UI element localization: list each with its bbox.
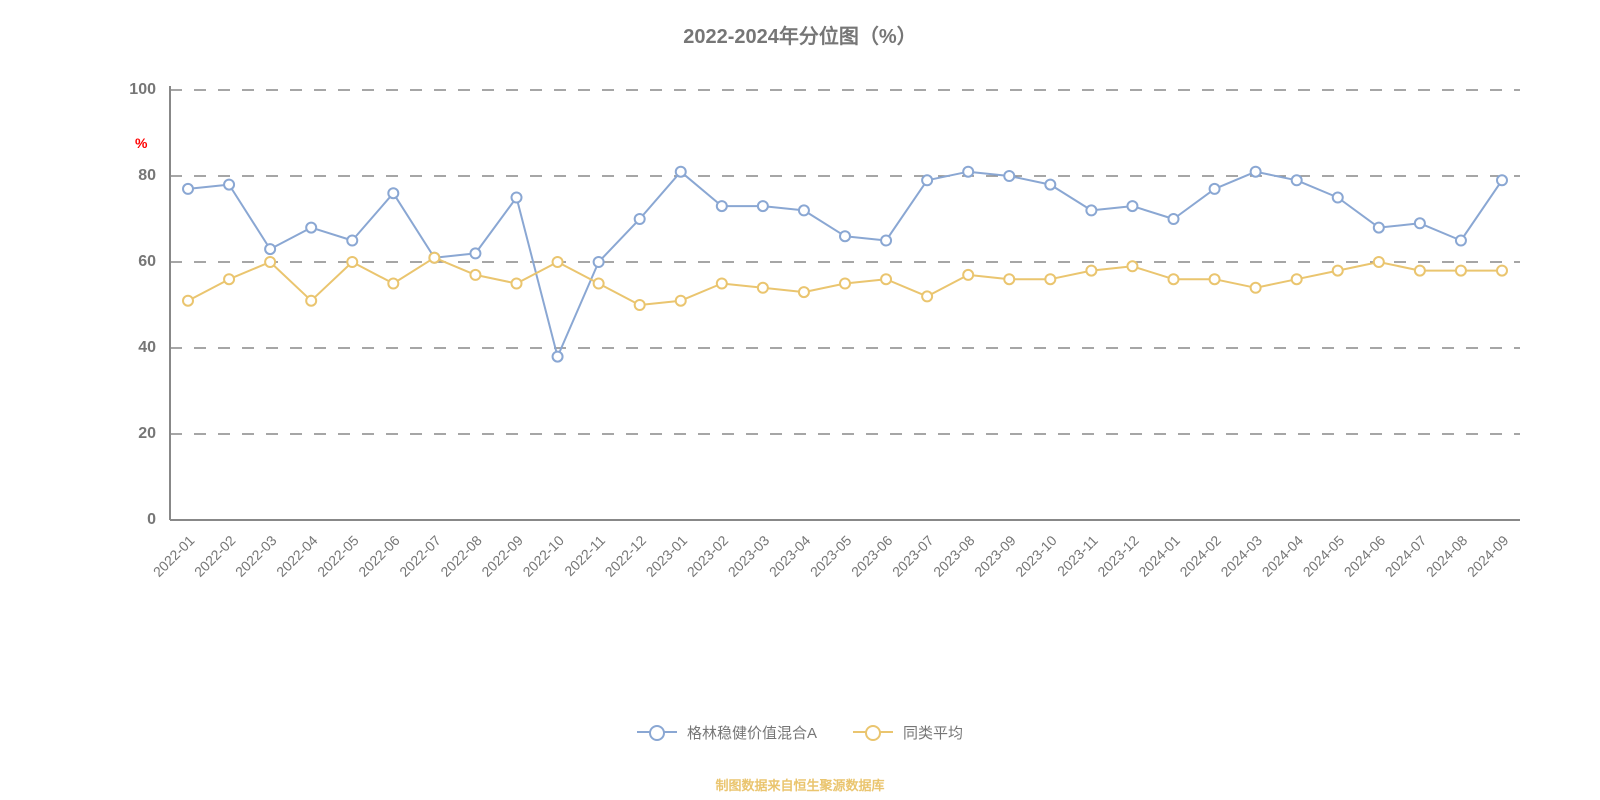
svg-text:0: 0 <box>147 511 156 528</box>
svg-text:2024-01: 2024-01 <box>1135 532 1183 580</box>
svg-text:2022-01: 2022-01 <box>150 532 198 580</box>
svg-text:80: 80 <box>138 167 156 184</box>
legend-item: 格林稳健价值混合A <box>637 722 817 743</box>
chart-legend: 格林稳健价值混合A 同类平均 <box>0 720 1600 743</box>
svg-text:40: 40 <box>138 339 156 356</box>
svg-text:2023-04: 2023-04 <box>766 532 814 580</box>
svg-text:2022-10: 2022-10 <box>519 532 567 580</box>
svg-text:2022-08: 2022-08 <box>437 532 485 580</box>
svg-text:2023-08: 2023-08 <box>930 532 978 580</box>
svg-text:2023-01: 2023-01 <box>643 532 691 580</box>
svg-text:2022-04: 2022-04 <box>273 532 321 580</box>
legend-label: 同类平均 <box>903 722 963 743</box>
svg-text:2024-03: 2024-03 <box>1217 532 1265 580</box>
grid-lines <box>170 90 1520 434</box>
svg-text:20: 20 <box>138 425 156 442</box>
svg-text:2023-07: 2023-07 <box>889 532 937 580</box>
svg-text:2023-12: 2023-12 <box>1094 532 1142 580</box>
chart-series <box>183 167 1507 362</box>
svg-text:60: 60 <box>138 253 156 270</box>
legend-label: 格林稳健价值混合A <box>687 722 817 743</box>
percentile-chart: 2022-2024年分位图（%） % 020406080100 2022-012… <box>0 0 1600 800</box>
svg-text:2023-02: 2023-02 <box>684 532 732 580</box>
svg-text:2022-02: 2022-02 <box>191 532 239 580</box>
svg-text:2024-07: 2024-07 <box>1382 532 1430 580</box>
series-0 <box>183 167 1507 362</box>
svg-text:2022-03: 2022-03 <box>232 532 280 580</box>
svg-text:2024-04: 2024-04 <box>1259 532 1307 580</box>
svg-text:2023-09: 2023-09 <box>971 532 1019 580</box>
legend-item: 同类平均 <box>853 722 963 743</box>
svg-text:2022-09: 2022-09 <box>478 532 526 580</box>
svg-text:2023-06: 2023-06 <box>848 532 896 580</box>
svg-text:2023-11: 2023-11 <box>1054 532 1101 579</box>
y-axis: 0 20 40 60 80 100 <box>129 81 170 528</box>
svg-text:2024-06: 2024-06 <box>1341 532 1389 580</box>
chart-footnote: 制图数据来自恒生聚源数据库 <box>0 775 1600 794</box>
svg-text:2024-09: 2024-09 <box>1464 532 1512 580</box>
legend-swatch <box>637 731 677 733</box>
x-axis: 2022-012022-022022-032022-042022-052022-… <box>150 520 1520 580</box>
svg-text:2024-02: 2024-02 <box>1176 532 1224 580</box>
svg-text:2022-11: 2022-11 <box>561 532 608 579</box>
svg-text:2022-06: 2022-06 <box>355 532 403 580</box>
svg-text:100: 100 <box>129 81 156 98</box>
legend-swatch <box>853 731 893 733</box>
svg-text:2023-03: 2023-03 <box>725 532 773 580</box>
svg-text:2022-12: 2022-12 <box>602 532 650 580</box>
svg-text:2024-08: 2024-08 <box>1423 532 1471 580</box>
svg-text:2023-10: 2023-10 <box>1012 532 1060 580</box>
svg-text:2024-05: 2024-05 <box>1300 532 1348 580</box>
svg-text:2022-05: 2022-05 <box>314 532 362 580</box>
svg-text:2022-07: 2022-07 <box>396 532 444 580</box>
svg-text:2023-05: 2023-05 <box>807 532 855 580</box>
chart-svg: 020406080100 2022-012022-022022-032022-0… <box>0 0 1600 800</box>
